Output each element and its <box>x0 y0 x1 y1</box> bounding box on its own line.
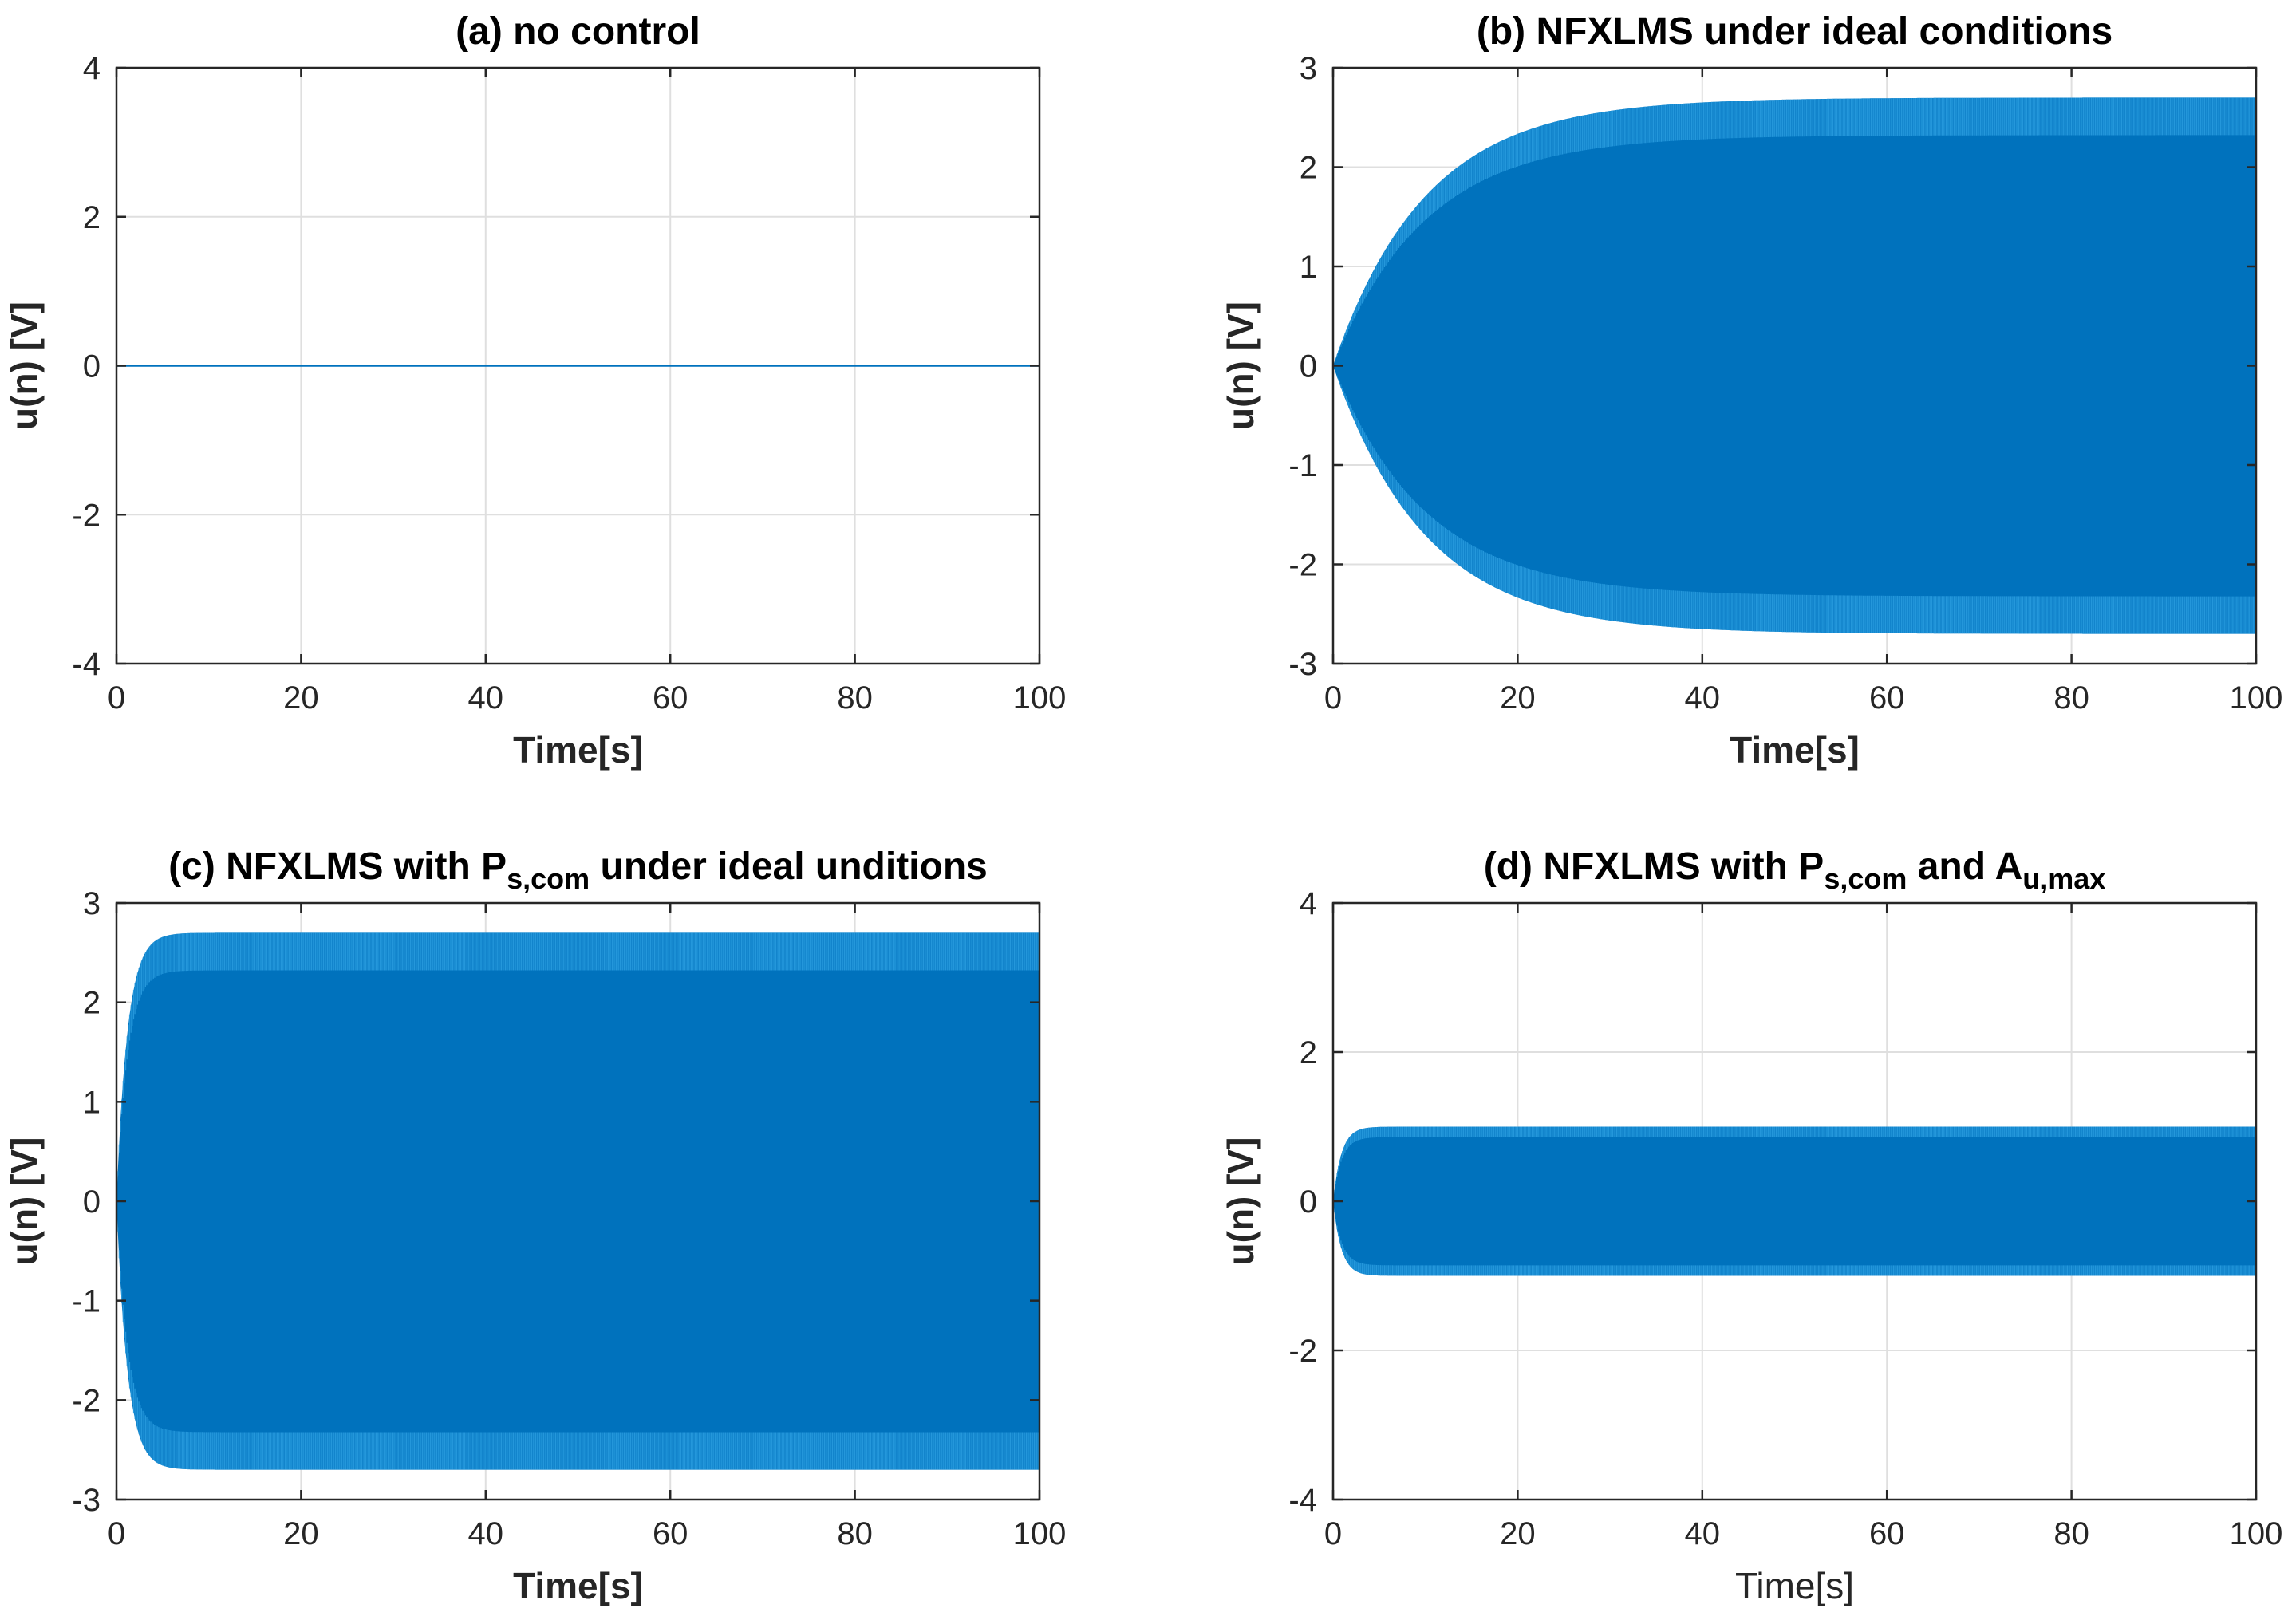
title-subscript: s,com <box>1824 862 1907 895</box>
series-peak-fringe <box>1334 97 2257 634</box>
series-envelope <box>1333 97 2256 634</box>
chart-title: (a) no control <box>456 10 700 53</box>
y-tick-label: -2 <box>72 498 101 533</box>
x-tick-label: 20 <box>283 1516 319 1551</box>
x-tick-label: 0 <box>1324 680 1342 715</box>
x-tick-label: 20 <box>1500 680 1536 715</box>
x-tick-label: 20 <box>1500 1516 1536 1551</box>
x-tick-label: 60 <box>1869 680 1905 715</box>
chart-title: (c) NFXLMS with Ps,com under ideal undit… <box>168 846 988 895</box>
subplot-b: 0 20 40 60 80 100 -3 -2 -1 0 1 2 3 Time[s] u(n) [V] (b)… <box>1220 10 2282 771</box>
title-text: under ideal unditions <box>590 846 988 888</box>
y-tick-label: -2 <box>1288 1334 1317 1369</box>
y-axis-label: u(n) [V] <box>3 1137 45 1266</box>
y-tick-label: 3 <box>83 886 101 921</box>
y-tick-label: -4 <box>1288 1483 1317 1518</box>
y-tick-label: 0 <box>83 349 101 384</box>
series-peak-fringe <box>1334 1126 2257 1276</box>
y-tick-label: 2 <box>1300 151 1317 186</box>
subplot-a: 0 20 40 60 80 100 -4 -2 0 2 4 Time[s] u(n) [V] (a) no… <box>3 10 1066 771</box>
y-tick-label: 3 <box>1300 51 1317 86</box>
series-envelope <box>116 932 1039 1470</box>
series-peak-fringe <box>117 932 1040 1470</box>
y-tick-label: 1 <box>83 1085 101 1120</box>
y-axis-label: u(n) [V] <box>1220 1137 1261 1266</box>
title-subscript: s,com <box>507 862 590 895</box>
x-tick-label: 0 <box>1324 1516 1342 1551</box>
x-tick-label: 20 <box>283 680 319 715</box>
x-axis-label: Time[s] <box>513 1565 643 1606</box>
y-tick-label: 2 <box>83 200 101 235</box>
series-envelope <box>1333 1126 2256 1276</box>
y-tick-label: 2 <box>83 986 101 1021</box>
x-tick-label: 0 <box>108 680 125 715</box>
y-axis-label: u(n) [V] <box>1220 302 1261 430</box>
x-tick-label: 100 <box>2230 1516 2283 1551</box>
x-axis-label: Time[s] <box>1735 1565 1854 1606</box>
title-text: and A <box>1907 846 2022 888</box>
x-tick-label: 80 <box>837 1516 873 1551</box>
x-axis-label: Time[s] <box>513 729 643 771</box>
y-tick-label: 1 <box>1300 250 1317 285</box>
y-tick-label: 0 <box>1300 349 1317 384</box>
x-tick-label: 40 <box>1685 1516 1721 1551</box>
x-tick-label: 100 <box>2230 680 2283 715</box>
y-tick-label: 4 <box>1300 886 1317 921</box>
x-tick-label: 60 <box>653 1516 688 1551</box>
x-tick-label: 60 <box>653 680 688 715</box>
x-tick-label: 60 <box>1869 1516 1905 1551</box>
chart-title: (d) NFXLMS with Ps,com and Au,max <box>1484 846 2106 895</box>
x-tick-label: 80 <box>2053 680 2089 715</box>
y-tick-label: 4 <box>83 51 101 86</box>
title-text: (d) NFXLMS with P <box>1484 846 1825 888</box>
x-tick-label: 40 <box>468 1516 504 1551</box>
x-axis-label: Time[s] <box>1730 729 1860 771</box>
x-tick-label: 40 <box>468 680 504 715</box>
y-tick-label: -1 <box>1288 448 1317 483</box>
x-tick-label: 40 <box>1685 680 1721 715</box>
subplot-c: 0 20 40 60 80 100 -3 -2 -1 0 1 2 3 Time[s] u(n) [V] (c)… <box>3 846 1066 1606</box>
y-tick-label: -1 <box>72 1284 101 1319</box>
y-tick-label: 2 <box>1300 1035 1317 1070</box>
title-subscript: u,max <box>2022 862 2105 895</box>
y-axis-label: u(n) [V] <box>3 302 45 430</box>
x-tick-label: 80 <box>2053 1516 2089 1551</box>
x-tick-label: 0 <box>108 1516 125 1551</box>
x-tick-label: 80 <box>837 680 873 715</box>
chart-title: (b) NFXLMS under ideal conditions <box>1477 10 2113 53</box>
subplot-d: 0 20 40 60 80 100 -4 -2 0 2 4 Time[s] u(n) [V] (d) NF… <box>1220 846 2282 1606</box>
y-tick-label: -3 <box>1288 647 1317 682</box>
title-text: (a) no control <box>456 10 700 53</box>
title-text: (c) NFXLMS with P <box>168 846 507 888</box>
x-tick-label: 100 <box>1013 680 1067 715</box>
title-text: (b) NFXLMS under ideal conditions <box>1477 10 2113 53</box>
y-tick-label: -3 <box>72 1483 101 1518</box>
x-tick-label: 100 <box>1013 1516 1067 1551</box>
y-tick-label: -2 <box>1288 548 1317 583</box>
y-tick-label: -4 <box>72 647 101 682</box>
y-tick-label: 0 <box>1300 1184 1317 1220</box>
y-tick-label: 0 <box>83 1184 101 1220</box>
y-tick-label: -2 <box>72 1383 101 1418</box>
